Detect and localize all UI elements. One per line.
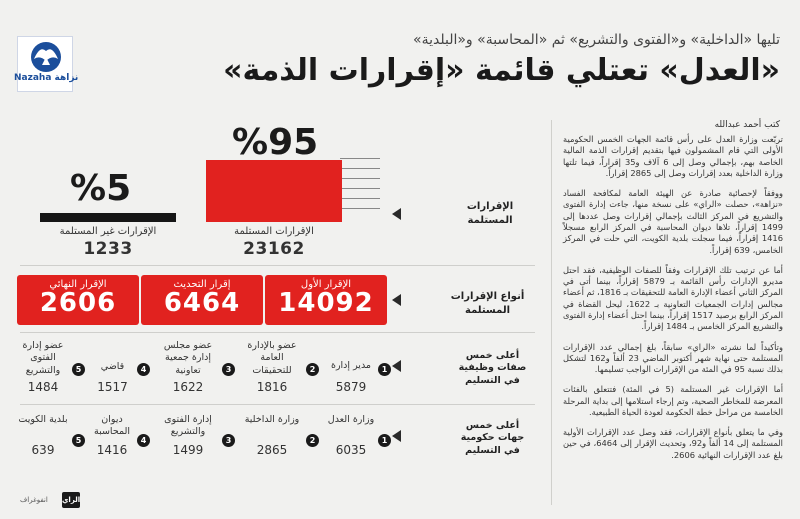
rank-badge: 1 xyxy=(378,434,391,447)
logo-caption: Nazaha نزاهة xyxy=(14,73,79,83)
section-divider xyxy=(20,332,535,333)
infographic-credit: انفوغراف xyxy=(20,496,48,504)
agency-label: بلدية الكويت xyxy=(18,414,68,425)
type-value: 2606 xyxy=(39,288,117,318)
received-count: 23162 xyxy=(243,239,305,259)
job-titles-row-label: أعلى خمس صفات وظيفية في التسليم xyxy=(458,350,527,386)
agency-value: 6035 xyxy=(335,443,367,457)
received-label: الإقرارات المستلمة xyxy=(234,226,314,237)
job-title-value: 1816 xyxy=(256,380,288,394)
type-box-final: الإقرار النهائي 2606 xyxy=(17,275,139,325)
rank-badge: 5 xyxy=(72,363,85,376)
job-title-label: مدير إدارة xyxy=(330,360,372,371)
section-divider xyxy=(20,265,535,266)
brand-logo: الراي xyxy=(62,492,80,508)
rank-badge: 4 xyxy=(137,363,150,376)
agency-label: ديوان المحاسبة xyxy=(94,414,130,438)
received-percent: %95 xyxy=(232,122,319,163)
type-label: إقرار التحديث xyxy=(173,279,231,290)
agency-value: 2865 xyxy=(256,443,288,457)
agency-value: 1416 xyxy=(96,443,128,457)
pointer-icon xyxy=(392,294,401,306)
job-title-value: 5879 xyxy=(335,380,367,394)
type-box-initial: الإقرار الأول 14092 xyxy=(265,275,387,325)
page-title: «العدل» تعتلي قائمة «إقرارات الذمة» xyxy=(223,53,780,88)
rank-badge: 4 xyxy=(137,434,150,447)
rank-badge: 2 xyxy=(306,434,319,447)
agency-value: 639 xyxy=(31,443,55,457)
scale-ticks xyxy=(340,158,384,218)
footer-credit: انفوغراف xyxy=(20,494,60,508)
pointer-icon xyxy=(392,430,401,442)
rank-badge: 2 xyxy=(306,363,319,376)
type-label: الإقرار النهائي xyxy=(49,279,107,290)
job-title-label: قاضي xyxy=(100,361,125,372)
job-title-value: 1517 xyxy=(97,380,128,394)
agency-value: 1499 xyxy=(172,443,204,457)
job-title-label: عضو مجلس إدارة جمعية تعاونية xyxy=(163,340,213,376)
article-paragraph: تربّعت وزارة العدل على رأس قائمة الجهات … xyxy=(563,134,783,178)
article-body: تربّعت وزارة العدل على رأس قائمة الجهات … xyxy=(563,134,783,499)
rank-badge: 1 xyxy=(378,363,391,376)
rank-badge: 3 xyxy=(222,363,235,376)
job-title-label: عضو إدارة الفتوى والتشريع xyxy=(22,340,64,376)
received-bar xyxy=(206,160,342,222)
subtitle: تليها «الداخلية» و«الفتوى والتشريع» ثم «… xyxy=(413,32,780,48)
not-received-percent: %5 xyxy=(70,168,132,209)
agencies-row-label: أعلى خمس جهات حكومية في التسليم xyxy=(460,420,525,456)
type-box-update: إقرار التحديث 6464 xyxy=(141,275,263,325)
not-received-count: 1233 xyxy=(83,239,133,259)
pointer-icon xyxy=(392,208,401,220)
article-paragraph: أما الإقرارات غير المستلمة (5 في المئة) … xyxy=(563,384,783,417)
section-divider xyxy=(20,404,535,405)
agency-label: إدارة الفتوى والتشريع xyxy=(164,414,212,438)
author-byline: كتب أحمد عبدالله xyxy=(714,120,780,130)
type-value: 6464 xyxy=(163,288,241,318)
not-received-bar xyxy=(40,213,176,222)
not-received-label: الإقرارات غير المستلمة xyxy=(59,226,157,237)
article-paragraph: ووفقاً لإحصائية صادرة عن الهيئة العامة ل… xyxy=(563,188,783,255)
pointer-icon xyxy=(392,360,401,372)
received-row-label: الإقرارات المستلمة xyxy=(466,201,514,226)
job-title-value: 1484 xyxy=(27,380,59,394)
rank-badge: 3 xyxy=(222,434,235,447)
type-label: الإقرار الأول xyxy=(300,279,352,290)
article-paragraph: وتأكيداً لما نشرته «الراي» سابقاً، بلغ إ… xyxy=(563,341,783,375)
types-row-label: أنواع الإقرارات المستلمة xyxy=(450,291,525,316)
agency-label: وزارة العدل xyxy=(327,414,375,425)
eagle-icon xyxy=(31,42,61,72)
nazaha-logo xyxy=(17,36,73,92)
article-paragraph: وفي ما يتعلق بأنواع الإقرارات، فقد وصل ع… xyxy=(563,427,783,460)
column-divider xyxy=(551,120,552,505)
rank-badge: 5 xyxy=(72,434,85,447)
type-value: 14092 xyxy=(278,288,374,318)
job-title-value: 1622 xyxy=(172,380,204,394)
agency-label: وزارة الداخلية xyxy=(244,414,300,425)
job-title-label: عضو بالإدارة العامة للتحقيقات xyxy=(247,340,297,376)
article-paragraph: أما عن ترتيب تلك الإقرارات وفقاً للصفات … xyxy=(563,264,783,332)
